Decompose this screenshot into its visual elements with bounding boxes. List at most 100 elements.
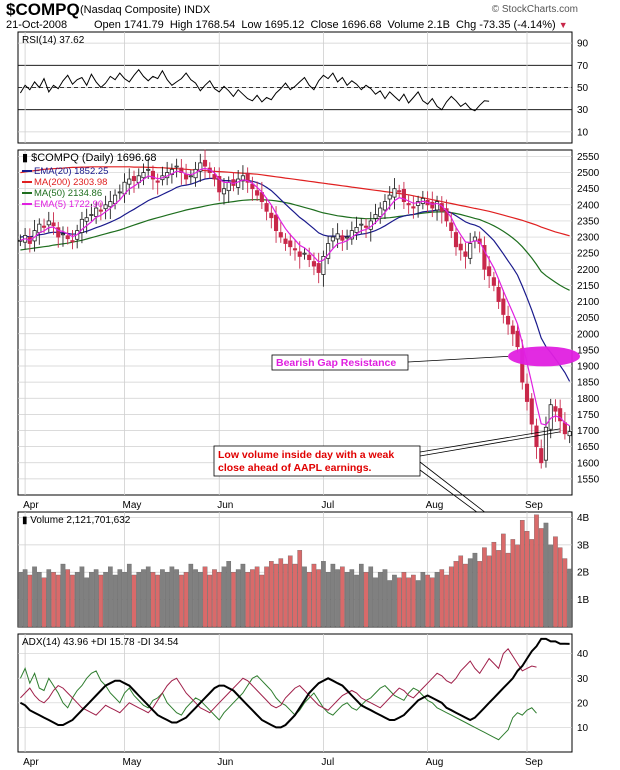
candle xyxy=(108,201,113,208)
volume-bar xyxy=(363,572,369,628)
volume-bar xyxy=(538,528,544,628)
volume-bar xyxy=(273,563,279,628)
volume-bar xyxy=(287,555,293,628)
candle xyxy=(453,232,459,248)
adx-tick-label: 20 xyxy=(577,698,589,709)
gap-annotation-text: Bearish Gap Resistance xyxy=(276,357,396,369)
rsi-line xyxy=(19,68,490,112)
candle xyxy=(524,383,530,402)
volume-bar xyxy=(330,563,336,628)
rsi-tick-label: 10 xyxy=(577,127,589,138)
rsi-tick-label: 50 xyxy=(577,83,589,94)
candle xyxy=(345,236,350,239)
volume-bar xyxy=(377,572,383,628)
candle xyxy=(382,201,388,211)
volume-bar xyxy=(425,574,430,628)
volume-bar xyxy=(368,566,374,628)
volume-bar xyxy=(216,572,222,628)
candle xyxy=(46,220,51,226)
volume-bar xyxy=(448,566,454,628)
x-axis-label: Jun xyxy=(217,500,233,511)
volume-bar xyxy=(188,563,194,628)
price-tick-label: 1850 xyxy=(577,378,600,389)
candle xyxy=(543,426,549,461)
volume-bar xyxy=(108,566,113,628)
x-axis-label-bottom: Aug xyxy=(426,757,444,768)
volume-bar xyxy=(126,563,132,628)
candle xyxy=(155,180,160,183)
volume-bar xyxy=(472,552,478,628)
volume-bar xyxy=(477,561,482,628)
price-tick-label: 1900 xyxy=(577,362,600,373)
volume-bar xyxy=(122,572,127,628)
price-tick-label: 1600 xyxy=(577,458,600,469)
volume-bar xyxy=(510,539,516,628)
candle xyxy=(311,261,316,267)
gap-annotation-pointer xyxy=(407,355,509,363)
price-title: ▮ $COMPQ (Daily) 1696.68 xyxy=(22,152,156,164)
volume-bar xyxy=(524,531,530,628)
index-full-name: (Nasdaq Composite) xyxy=(80,4,181,16)
candle xyxy=(373,214,378,219)
volume-bar xyxy=(519,520,525,628)
candle xyxy=(98,209,103,212)
candle xyxy=(387,194,392,200)
candle xyxy=(401,188,406,202)
volume-tick-label: 3B xyxy=(577,540,590,551)
candle xyxy=(269,212,274,219)
volume-bar xyxy=(254,566,260,628)
candle xyxy=(288,240,293,248)
volume-bar xyxy=(486,555,492,628)
price-tick-label: 2150 xyxy=(577,281,600,292)
candle xyxy=(184,174,189,180)
volume-bar xyxy=(302,566,307,628)
volume-bar xyxy=(231,572,236,628)
price-tick-label: 2550 xyxy=(577,152,600,163)
volume-bar xyxy=(453,561,459,628)
adx-tick-label: 10 xyxy=(577,723,589,734)
volume-bar xyxy=(382,569,388,628)
x-axis-label: May xyxy=(123,500,142,511)
volume-bar xyxy=(160,569,165,628)
volume-bar xyxy=(344,572,350,628)
volume-tick-label: 2B xyxy=(577,568,590,579)
volume-bar xyxy=(93,569,99,628)
candle xyxy=(70,240,75,243)
volume-bar xyxy=(463,563,468,628)
price-tick-label: 2000 xyxy=(577,329,600,340)
annotation-line: Low volume inside day with a weak xyxy=(218,449,394,461)
volume-bar xyxy=(434,572,440,628)
candle xyxy=(567,431,572,437)
volume-bar xyxy=(467,558,473,628)
annotation-line: close ahead of AAPL earnings. xyxy=(218,462,372,474)
volume-bar xyxy=(60,563,66,628)
volume-bar xyxy=(396,577,402,628)
volume-bar xyxy=(221,566,227,628)
volume-bar xyxy=(240,563,246,628)
volume-bar xyxy=(84,577,89,628)
candle xyxy=(458,243,463,251)
volume-bar xyxy=(482,547,487,628)
volume-bar xyxy=(567,568,572,628)
candle xyxy=(117,191,122,194)
volume-tick-label: 1B xyxy=(577,595,590,606)
volume-bar xyxy=(316,569,321,628)
x-axis-label: Sep xyxy=(525,500,543,511)
index-name: (Nasdaq Composite) INDX xyxy=(80,4,210,16)
adx-tick-label: 30 xyxy=(577,674,589,685)
candle xyxy=(131,176,137,182)
candle xyxy=(221,188,227,195)
volume-bar xyxy=(41,577,47,628)
volume-bar xyxy=(65,569,71,628)
volume-bar xyxy=(259,574,265,628)
symbol-title: $COMPQ xyxy=(6,0,80,19)
candle xyxy=(292,248,298,251)
quote-line: Open 1741.79 High 1768.54 Low 1695.12 Cl… xyxy=(94,19,568,31)
rsi-tick-label: 90 xyxy=(577,39,589,50)
volume-bar xyxy=(46,569,52,628)
volume-bar xyxy=(98,574,104,628)
price-tick-label: 2450 xyxy=(577,184,600,195)
candle xyxy=(463,251,468,257)
volume-bar xyxy=(79,566,85,628)
